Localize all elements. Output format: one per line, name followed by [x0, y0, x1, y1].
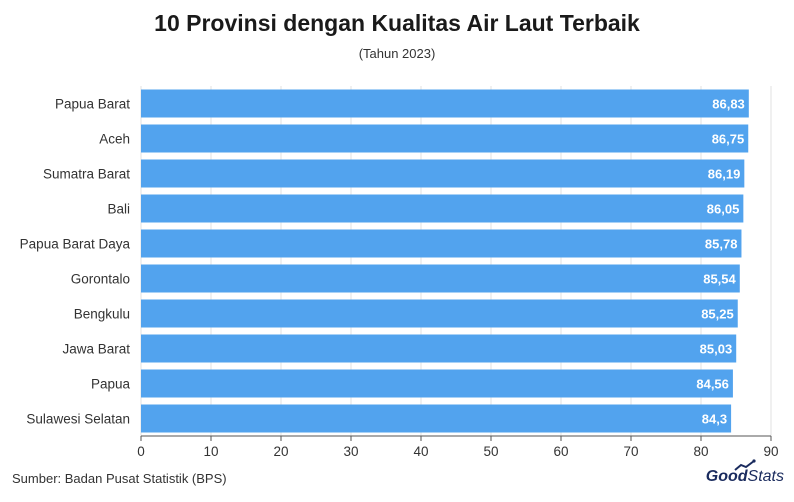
- bar-chart: Papua Barat 86,83 Aceh 86,75 Sumatra Barat 86…: [20, 86, 779, 459]
- value-label-2: 86,19: [708, 167, 741, 182]
- brand-good: Good: [705, 468, 748, 485]
- x-tick-label-1: 10: [203, 444, 218, 459]
- category-label-7: Jawa Barat: [62, 342, 130, 357]
- category-label-5: Gorontalo: [71, 272, 130, 287]
- bar-0: [141, 89, 749, 118]
- bar-2: [141, 159, 745, 188]
- x-tick-label-6: 60: [553, 444, 568, 459]
- value-label-3: 86,05: [707, 202, 740, 217]
- value-label-1: 86,75: [712, 132, 745, 147]
- value-label-7: 85,03: [700, 342, 733, 357]
- chart-title: 10 Provinsi dengan Kualitas Air Laut Ter…: [154, 10, 640, 36]
- category-label-2: Sumatra Barat: [43, 167, 130, 182]
- category-label-1: Aceh: [99, 132, 130, 147]
- category-label-9: Sulawesi Selatan: [26, 412, 130, 427]
- chart-subtitle: (Tahun 2023): [358, 46, 436, 61]
- brand-logo: GoodStats: [706, 468, 784, 486]
- bar-4: [141, 229, 742, 258]
- value-label-9: 84,3: [702, 412, 727, 427]
- x-tick-label-9: 90: [763, 444, 778, 459]
- source-note: Sumber: Badan Pusat Statistik (BPS): [12, 471, 227, 486]
- value-label-5: 85,54: [703, 272, 736, 287]
- x-tick-label-4: 40: [413, 444, 428, 459]
- brand-chart-icon: [734, 459, 756, 471]
- value-label-8: 84,56: [696, 377, 729, 392]
- x-tick-label-8: 80: [693, 444, 708, 459]
- bar-9: [141, 404, 732, 433]
- x-tick-label-0: 0: [137, 444, 145, 459]
- bar-8: [141, 369, 733, 398]
- x-tick-label-2: 20: [273, 444, 288, 459]
- value-label-4: 85,78: [705, 237, 738, 252]
- category-label-6: Bengkulu: [74, 307, 130, 322]
- category-label-8: Papua: [91, 377, 131, 392]
- x-tick-label-7: 70: [623, 444, 638, 459]
- bar-7: [141, 334, 737, 363]
- brand-stats: Stats: [747, 468, 784, 485]
- value-label-0: 86,83: [712, 97, 745, 112]
- category-label-3: Bali: [107, 202, 130, 217]
- x-tick-label-5: 50: [483, 444, 498, 459]
- category-label-4: Papua Barat Daya: [20, 237, 131, 252]
- bar-5: [141, 264, 740, 293]
- bar-1: [141, 124, 749, 153]
- bar-3: [141, 194, 744, 223]
- value-label-6: 85,25: [701, 307, 734, 322]
- category-label-0: Papua Barat: [55, 97, 130, 112]
- bar-6: [141, 299, 738, 328]
- x-tick-label-3: 30: [343, 444, 358, 459]
